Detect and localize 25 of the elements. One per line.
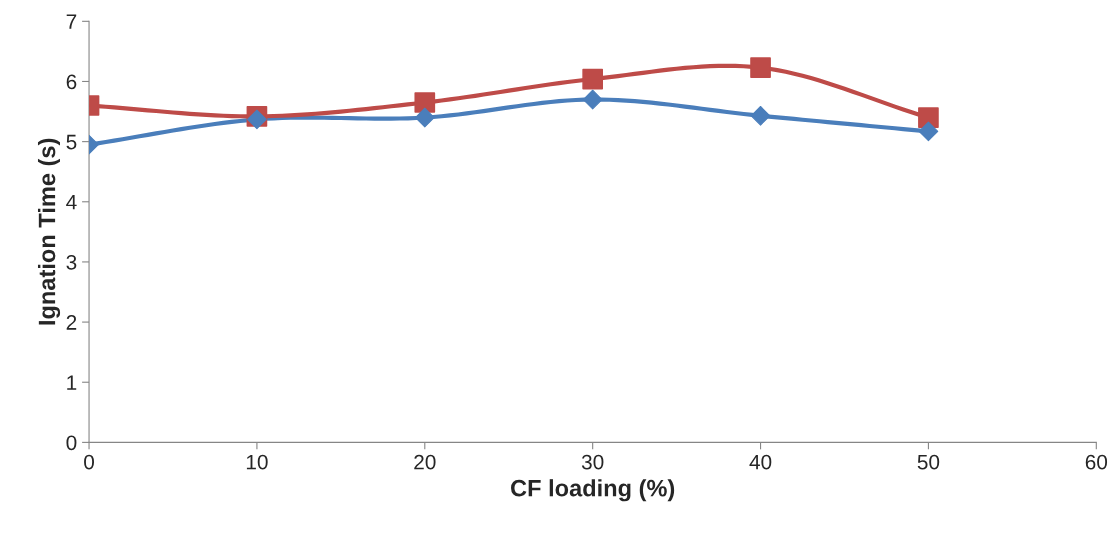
- x-tick-label: 0: [84, 454, 95, 470]
- point: [750, 57, 771, 78]
- point: [750, 105, 771, 126]
- x-tick-label: 20: [414, 454, 436, 470]
- y-tick-label: 3: [66, 254, 77, 270]
- y-tick-label: 4: [66, 194, 77, 210]
- point: [918, 107, 939, 128]
- point: [414, 92, 436, 113]
- y-tick-label: 7: [66, 14, 77, 29]
- y-tick-label: 5: [66, 134, 77, 150]
- x-tick-label: 50: [917, 454, 940, 470]
- x-tick-label: 10: [246, 454, 268, 470]
- y-axis-title: Ignation Time (s): [37, 138, 61, 325]
- point: [414, 107, 435, 128]
- y-tick-label: 1: [67, 375, 77, 390]
- y-tick-label: 6: [66, 74, 77, 90]
- point: [918, 121, 939, 142]
- x-axis-title: CF loading (%): [511, 479, 675, 502]
- point: [582, 89, 603, 110]
- point: [582, 68, 604, 90]
- x-tick-label: 40: [749, 454, 772, 470]
- x-tick-label: 30: [581, 454, 604, 470]
- x-tick-label: 60: [1085, 454, 1108, 470]
- y-tick-label: 2: [66, 315, 77, 330]
- y-tick-label: 0: [66, 435, 77, 451]
